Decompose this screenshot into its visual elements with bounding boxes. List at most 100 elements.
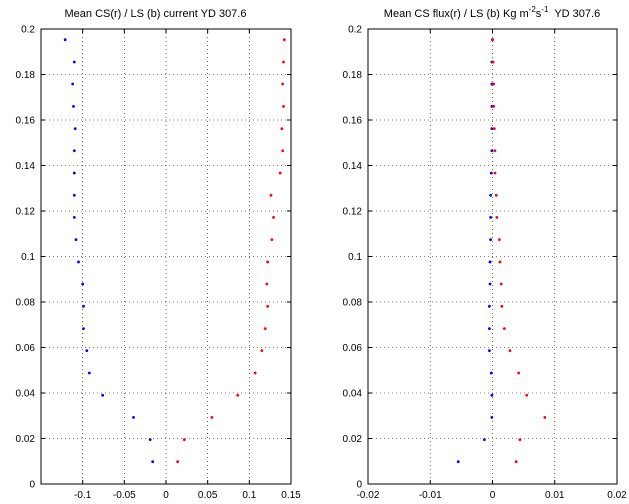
left-y-tick-label: 0.08 — [16, 298, 36, 309]
left-x-tick-label: 0.1 — [242, 490, 256, 501]
right-blue-data-point — [488, 349, 491, 352]
right-x-tick-label: 0 — [490, 490, 496, 501]
left-red-data-point — [282, 61, 285, 64]
right-grid — [368, 29, 617, 484]
left-grid — [41, 29, 291, 484]
left-red-data-point — [280, 127, 283, 130]
right-red-data-point — [495, 194, 498, 197]
left-data-points — [64, 38, 286, 463]
right-blue-data-point — [490, 416, 493, 419]
right-blue-data-point — [489, 194, 492, 197]
left-blue-data-point — [75, 238, 78, 241]
left-blue-data-point — [82, 327, 85, 330]
left-x-axis: -0.1 -0.05 0 0.05 0.1 0.15 — [74, 29, 301, 501]
left-chart-title: Mean CS(r) / LS (b) current YD 307.6 — [65, 8, 247, 20]
left-y-tick-label: 0.16 — [16, 116, 36, 127]
right-red-data-point — [492, 105, 495, 108]
right-red-data-point — [494, 172, 497, 175]
left-x-tick-label: 0 — [163, 490, 169, 501]
right-blue-data-point — [490, 394, 493, 397]
right-blue-data-point — [489, 216, 492, 219]
left-y-tick-label: 0.2 — [21, 25, 35, 36]
right-red-data-point — [503, 327, 506, 330]
right-y-tick-label: 0.06 — [343, 343, 363, 354]
left-red-data-point — [281, 83, 284, 86]
right-blue-data-point — [488, 305, 491, 308]
right-chart-title: Mean CS flux(r) / LS (b) Kg m-2s-1 YD 30… — [384, 5, 600, 20]
right-blue-data-point — [490, 172, 493, 175]
left-blue-data-point — [88, 372, 91, 375]
left-y-tick-label: 0.04 — [16, 389, 36, 400]
left-x-tick-label: 0.15 — [281, 490, 301, 501]
right-y-tick-label: 0.12 — [343, 207, 363, 218]
right-red-data-point — [515, 460, 518, 463]
right-red-data-point — [495, 216, 498, 219]
left-blue-data-point — [101, 394, 104, 397]
left-y-tick-label: 0.18 — [16, 70, 36, 81]
left-panel: Mean CS(r) / LS (b) current YD 307.6 -0.… — [16, 8, 302, 501]
left-red-data-point — [283, 38, 286, 41]
left-y-tick-label: 0.02 — [16, 434, 36, 445]
right-x-tick-label: -0.02 — [357, 490, 380, 501]
right-red-data-point — [500, 305, 503, 308]
left-blue-data-point — [132, 416, 135, 419]
right-red-data-point — [543, 416, 546, 419]
left-red-data-point — [272, 216, 275, 219]
left-red-data-point — [260, 349, 263, 352]
right-panel: Mean CS flux(r) / LS (b) Kg m-2s-1 YD 30… — [343, 5, 628, 501]
right-data-points — [457, 38, 546, 463]
right-red-data-point — [500, 283, 503, 286]
left-x-tick-label: -0.1 — [74, 490, 92, 501]
right-blue-data-point — [490, 372, 493, 375]
left-x-tick-label: 0.05 — [198, 490, 218, 501]
right-y-tick-label: 0.14 — [343, 161, 363, 172]
left-y-tick-label: 0.1 — [21, 252, 35, 263]
right-red-data-point — [498, 238, 501, 241]
right-x-tick-label: 0.01 — [545, 490, 565, 501]
right-blue-data-point — [489, 261, 492, 264]
left-blue-data-point — [73, 61, 76, 64]
left-blue-data-point — [73, 149, 76, 152]
left-red-data-point — [265, 283, 268, 286]
left-blue-data-point — [72, 105, 75, 108]
left-blue-data-point — [73, 194, 76, 197]
left-red-data-point — [279, 172, 282, 175]
left-blue-data-point — [151, 460, 154, 463]
right-red-data-point — [491, 38, 494, 41]
right-red-data-point — [492, 83, 495, 86]
right-red-data-point — [492, 61, 495, 64]
right-red-data-point — [517, 372, 520, 375]
left-blue-data-point — [73, 216, 76, 219]
left-red-data-point — [183, 438, 186, 441]
left-red-data-point — [236, 394, 239, 397]
left-red-data-point — [270, 238, 273, 241]
left-red-data-point — [266, 261, 269, 264]
right-red-data-point — [499, 261, 502, 264]
right-x-tick-label: 0.02 — [607, 490, 627, 501]
left-red-data-point — [254, 372, 257, 375]
left-blue-data-point — [81, 283, 84, 286]
left-red-data-point — [264, 327, 267, 330]
right-y-tick-label: 0.18 — [343, 70, 363, 81]
right-red-data-point — [494, 149, 497, 152]
left-red-data-point — [210, 416, 213, 419]
right-y-tick-label: 0.1 — [348, 252, 362, 263]
left-y-axis: 0 0.02 0.04 0.06 0.08 0.1 0.12 0.14 0.16 0.18 0.2 — [16, 25, 291, 491]
right-blue-data-point — [490, 127, 493, 130]
left-y-tick-label: 0.14 — [16, 161, 36, 172]
right-blue-data-point — [489, 238, 492, 241]
left-y-tick-label: 0.12 — [16, 207, 36, 218]
right-y-tick-label: 0.02 — [343, 434, 363, 445]
left-blue-data-point — [149, 438, 152, 441]
left-blue-data-point — [74, 127, 77, 130]
right-x-axis: -0.02 -0.01 0 0.01 0.02 — [357, 29, 628, 501]
left-blue-data-point — [64, 38, 67, 41]
right-blue-data-point — [490, 149, 493, 152]
right-y-axis: 0 0.02 0.04 0.06 0.08 0.1 0.12 0.14 0.16 0.18 0.2 — [343, 25, 617, 491]
right-blue-data-point — [488, 327, 491, 330]
left-red-data-point — [270, 194, 273, 197]
right-y-tick-label: 0.04 — [343, 389, 363, 400]
right-y-tick-label: 0 — [356, 480, 362, 491]
right-y-tick-label: 0.08 — [343, 298, 363, 309]
